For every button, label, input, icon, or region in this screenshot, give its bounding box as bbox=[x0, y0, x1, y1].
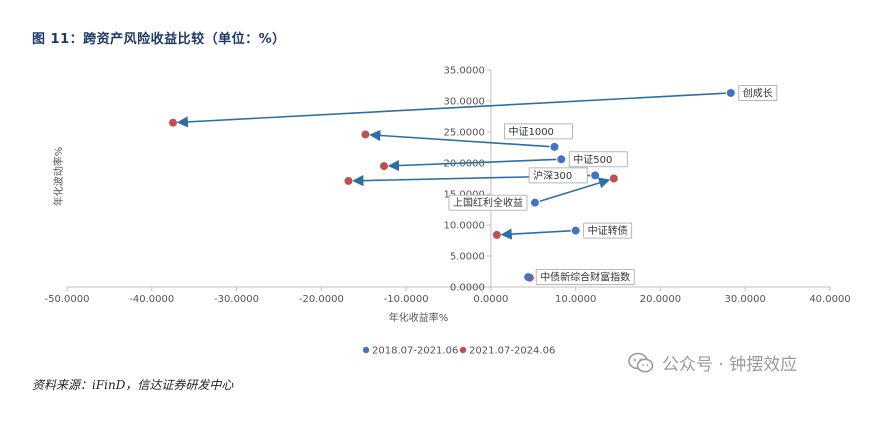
x-tick-label: -30.0000 bbox=[214, 294, 259, 305]
y-tick-label: 5.0000 bbox=[450, 252, 485, 263]
point-2018-2021 bbox=[557, 155, 566, 164]
x-axis-title: 年化收益率% bbox=[389, 311, 449, 324]
x-tick-label: 20.0000 bbox=[640, 294, 681, 305]
y-tick-label: 20.0000 bbox=[444, 159, 485, 170]
legend-label: 2021.07-2024.06 bbox=[469, 346, 555, 357]
point-label: 创成长 bbox=[743, 86, 773, 99]
point-label-box bbox=[583, 222, 633, 239]
point-2018-2021 bbox=[571, 226, 580, 235]
arrows-layer bbox=[176, 92, 726, 240]
point-label: 上国红利全收益 bbox=[453, 196, 523, 209]
change-arrow bbox=[539, 177, 611, 202]
source-note: 资料来源：iFinD，信达证券研发中心 bbox=[32, 378, 234, 392]
x-tick-label: 10.0000 bbox=[555, 294, 596, 305]
x-tick-label: -40.0000 bbox=[129, 294, 174, 305]
point-label-box bbox=[568, 151, 628, 168]
change-arrow bbox=[387, 158, 557, 172]
legend: 2018.07-2021.06 2021.07-2024.06 bbox=[362, 346, 555, 357]
point-label: 中证1000 bbox=[508, 125, 553, 138]
point-label-box bbox=[448, 194, 528, 211]
y-tick-label: 35.0000 bbox=[444, 66, 485, 77]
x-tick-label: -50.0000 bbox=[45, 294, 90, 305]
legend-label: 2018.07-2021.06 bbox=[372, 346, 458, 357]
point-label: 中债新综合财富指数 bbox=[540, 271, 630, 284]
axes-layer: -50.0000 -40.0000 -30.0000 -20.0000 -10.0000… bbox=[45, 66, 851, 325]
change-arrow bbox=[500, 228, 571, 240]
x-tick-label: 30.0000 bbox=[725, 294, 766, 305]
watermark: 公众号 · 钟摆效应 bbox=[628, 350, 797, 375]
point-2018-2021 bbox=[726, 88, 735, 97]
x-tick-label: -10.0000 bbox=[384, 294, 429, 305]
point-2021-2024 bbox=[380, 162, 389, 171]
y-tick-label: 25.0000 bbox=[444, 128, 485, 139]
point-label: 沪深300 bbox=[533, 169, 572, 182]
points-layer bbox=[168, 88, 735, 282]
point-label-box bbox=[738, 85, 778, 101]
change-arrow bbox=[369, 129, 550, 148]
point-2021-2024 bbox=[609, 174, 618, 183]
point-label: 中证转债 bbox=[588, 224, 628, 237]
legend-marker bbox=[459, 346, 467, 354]
point-2021-2024 bbox=[344, 176, 353, 185]
point-2021-2024 bbox=[361, 130, 370, 139]
point-2018-2021 bbox=[550, 142, 559, 151]
change-arrow bbox=[176, 92, 726, 128]
watermark-text: 公众号 · 钟摆效应 bbox=[662, 355, 798, 375]
x-tick-label: -20.0000 bbox=[299, 294, 344, 305]
legend-marker bbox=[362, 346, 370, 354]
y-tick-label: 10.0000 bbox=[444, 221, 485, 232]
point-label-box bbox=[535, 269, 635, 285]
y-tick-label: 30.0000 bbox=[444, 97, 485, 108]
y-tick-label: 0.0000 bbox=[450, 283, 485, 294]
point-2018-2021 bbox=[591, 171, 600, 180]
point-2018-2021 bbox=[530, 198, 539, 207]
y-axis-title: 年化波动率% bbox=[52, 147, 65, 207]
figure-title: 图 11：跨资产风险收益比较（单位：%） bbox=[32, 32, 286, 47]
point-2021-2024 bbox=[168, 118, 177, 127]
x-tick-label: 0.0000 bbox=[473, 294, 508, 305]
point-label-box bbox=[528, 167, 588, 184]
point-label: 中证500 bbox=[573, 153, 612, 166]
point-2021-2024 bbox=[492, 230, 501, 239]
wechat-icon bbox=[628, 352, 654, 372]
point-label-box bbox=[504, 123, 573, 140]
point-2018-2021 bbox=[524, 273, 533, 282]
x-tick-label: 40.0000 bbox=[809, 294, 850, 305]
